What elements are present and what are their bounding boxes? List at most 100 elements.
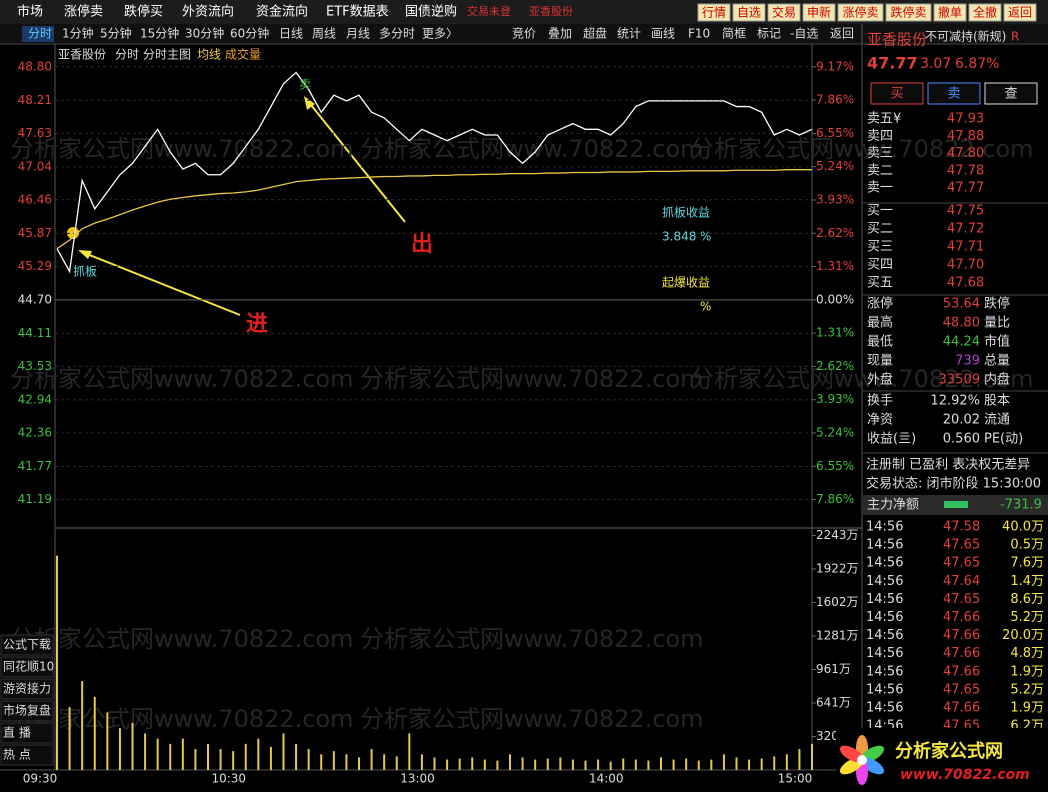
menu-button[interactable] [837, 3, 884, 22]
menu-button[interactable] [697, 3, 731, 22]
action-button[interactable] [927, 82, 981, 105]
side-button-label[interactable]: 游资接力 [3, 681, 51, 696]
side-button[interactable] [0, 678, 54, 700]
menu-button-label[interactable]: 跌停卖 [890, 5, 926, 20]
side-button[interactable] [0, 656, 54, 678]
side-button-label[interactable]: 直 播 [3, 726, 31, 740]
menu-button-label[interactable]: 行情 [702, 6, 726, 20]
menu-item[interactable]: 资金流向 [256, 4, 308, 20]
action-label[interactable]: 买 [890, 87, 903, 102]
side-button-label[interactable]: 公式下载 [3, 638, 51, 652]
bid-row-price: 47.72 [947, 222, 984, 237]
watermark: 分析家公式网www.70822.com [10, 365, 354, 393]
ask-row: 卖四 [867, 129, 893, 144]
menu-button[interactable] [885, 3, 932, 22]
menu-button[interactable] [968, 3, 1002, 22]
action-label[interactable]: 查 [1004, 87, 1017, 102]
y2-tick-label: 0.00% [816, 292, 854, 306]
menu-button-label[interactable]: 申新 [807, 5, 831, 20]
price: 47.77 [867, 54, 918, 73]
period-tab[interactable]: 5分钟 [100, 26, 132, 41]
volume-bar [483, 759, 486, 770]
volume-bar [609, 761, 612, 770]
menu-button-label[interactable]: 撤单 [938, 5, 962, 20]
volume-bar [811, 743, 813, 770]
period-tab[interactable]: 30分钟 [185, 26, 224, 41]
menu-button[interactable] [767, 3, 801, 22]
stock-link[interactable]: 亚香股份 [529, 5, 573, 18]
volume-bar [559, 757, 562, 770]
stat-label: 最高 [867, 315, 893, 331]
menu-button-label[interactable]: 涨停卖 [842, 5, 878, 20]
y2-tick-label: 7.86% [816, 93, 854, 107]
tool-button[interactable]: 超盘 [583, 26, 607, 41]
period-tab[interactable]: 60分钟 [230, 26, 269, 41]
tool-button[interactable]: -自选 [790, 27, 818, 41]
action-label[interactable]: 卖 [947, 87, 960, 102]
side-button-label[interactable]: 市场复盘 [3, 703, 51, 718]
volume-bar [383, 754, 386, 770]
side-button[interactable] [0, 700, 54, 722]
volume-bar [571, 759, 574, 770]
period-tab[interactable]: 分时 [28, 27, 52, 41]
menu-button-label[interactable]: 返回 [1008, 6, 1032, 20]
volume-bar [106, 712, 109, 770]
volume-bar [181, 738, 184, 770]
tool-button[interactable]: 简框 [722, 27, 746, 41]
side-button[interactable] [0, 744, 54, 766]
action-button[interactable] [870, 82, 924, 105]
annotation: % [700, 300, 711, 314]
tool-button[interactable]: 叠加 [548, 27, 572, 41]
volume-bar [433, 757, 436, 770]
legend-entry: 成交量 [225, 47, 261, 62]
menu-item[interactable]: 国债逆购 [405, 4, 457, 20]
stock-name: 亚香股份 [867, 31, 927, 49]
period-tab[interactable]: 1分钟 [62, 26, 94, 41]
tool-button[interactable]: 统计 [617, 27, 641, 41]
period-tab[interactable]: 日线 [279, 27, 303, 41]
menu-button-label[interactable]: 交易 [772, 5, 796, 20]
menu-item[interactable]: 外资流向 [182, 4, 234, 20]
annotation: 抓板 [73, 265, 97, 279]
trade-price: 47.66 [943, 610, 980, 625]
menu-button-label[interactable]: 自选 [737, 6, 761, 20]
volume-bar [207, 743, 209, 770]
volume-bar [307, 749, 310, 770]
side-button-label[interactable]: 同花顺10 [3, 659, 54, 674]
menu-item[interactable]: 市场 [17, 4, 43, 20]
menu-button-label[interactable]: 全撤 [973, 5, 997, 20]
x-tick-label: 13:00 [400, 772, 435, 786]
side-button[interactable] [0, 634, 54, 656]
period-tab[interactable]: 更多〉 [422, 27, 458, 41]
x-tick-label: 15:00 [778, 772, 813, 786]
tool-button[interactable]: F10 [688, 27, 710, 41]
stat-label: 换手 [867, 394, 893, 409]
menu-item[interactable]: ETF数据表 [326, 5, 389, 20]
volume-bar [660, 757, 662, 770]
period-tab[interactable]: 月线 [346, 27, 370, 41]
tool-button[interactable]: 标记 [757, 27, 781, 41]
y-tick-label: 48.21 [18, 93, 52, 107]
tool-button[interactable]: 画线 [651, 27, 675, 41]
watermark: 分析家公式网www.70822.com [10, 625, 354, 653]
period-tab[interactable]: 15分钟 [140, 26, 179, 41]
period-tab[interactable]: 多分时 [379, 27, 415, 41]
watermark: 分析家公式网www.70822.com [690, 365, 1034, 393]
side-button[interactable] [0, 722, 54, 744]
menu-item[interactable]: 跌停买 [124, 4, 163, 20]
menu-button[interactable] [732, 3, 766, 22]
volume-bar [156, 738, 159, 770]
menu-button[interactable] [802, 3, 836, 22]
action-button[interactable] [984, 82, 1038, 105]
menu-button[interactable] [933, 3, 967, 22]
menu-button[interactable] [1003, 3, 1037, 22]
watermark: 分析家公式网www.70822.com [360, 625, 704, 653]
trade-price: 47.66 [943, 701, 980, 716]
tool-button[interactable]: 返回 [830, 27, 854, 41]
tool-button[interactable]: 竞价 [512, 27, 536, 41]
bid-row-price: 47.71 [947, 240, 984, 255]
trade-volume: 4.8万 [1010, 646, 1044, 661]
period-tab[interactable]: 周线 [312, 27, 336, 41]
side-button-label[interactable]: 热 点 [3, 748, 31, 762]
menu-item[interactable]: 涨停卖 [64, 4, 103, 20]
